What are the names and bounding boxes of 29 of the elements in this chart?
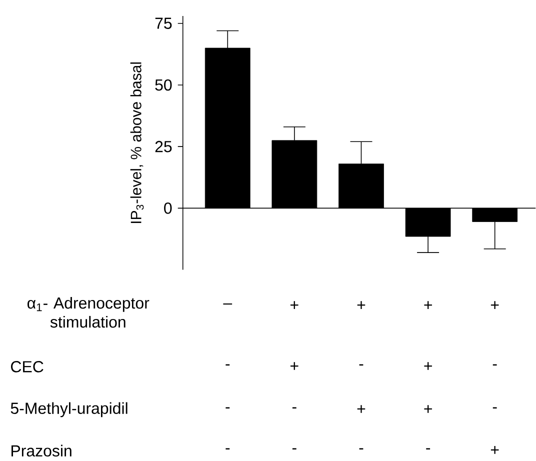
text: + — [424, 405, 432, 414]
text: – — [223, 304, 232, 305]
y-axis-title: IP$_{3}$-level, % above basal — [130, 62, 144, 224]
text: + — [290, 301, 298, 310]
text: α$_{1}$- Adrenoceptor stimulation — [28, 297, 150, 328]
text: + — [357, 301, 366, 310]
text: - — [226, 364, 230, 366]
y-tick-label: 50 — [155, 79, 172, 91]
text: - — [292, 407, 296, 409]
text: - — [492, 364, 497, 366]
text: + — [490, 446, 499, 454]
y-tick-label: 25 — [155, 141, 172, 152]
text: Prazosin — [12, 444, 72, 457]
y-tick-label: 0 — [164, 202, 172, 214]
text: - — [359, 448, 364, 450]
text: - — [226, 448, 230, 450]
text: - — [226, 407, 230, 409]
text: + — [490, 301, 499, 310]
text: - — [426, 448, 430, 450]
text: 5-Methyl-urapidil — [10, 402, 128, 418]
text: + — [424, 362, 432, 370]
text: - — [359, 364, 364, 366]
text: + — [424, 301, 432, 310]
text: CEC — [11, 361, 44, 373]
text: + — [290, 362, 298, 370]
text: + — [357, 405, 366, 414]
text: - — [292, 448, 296, 450]
text: - — [492, 407, 497, 409]
y-tick-label: 75 — [155, 18, 172, 30]
